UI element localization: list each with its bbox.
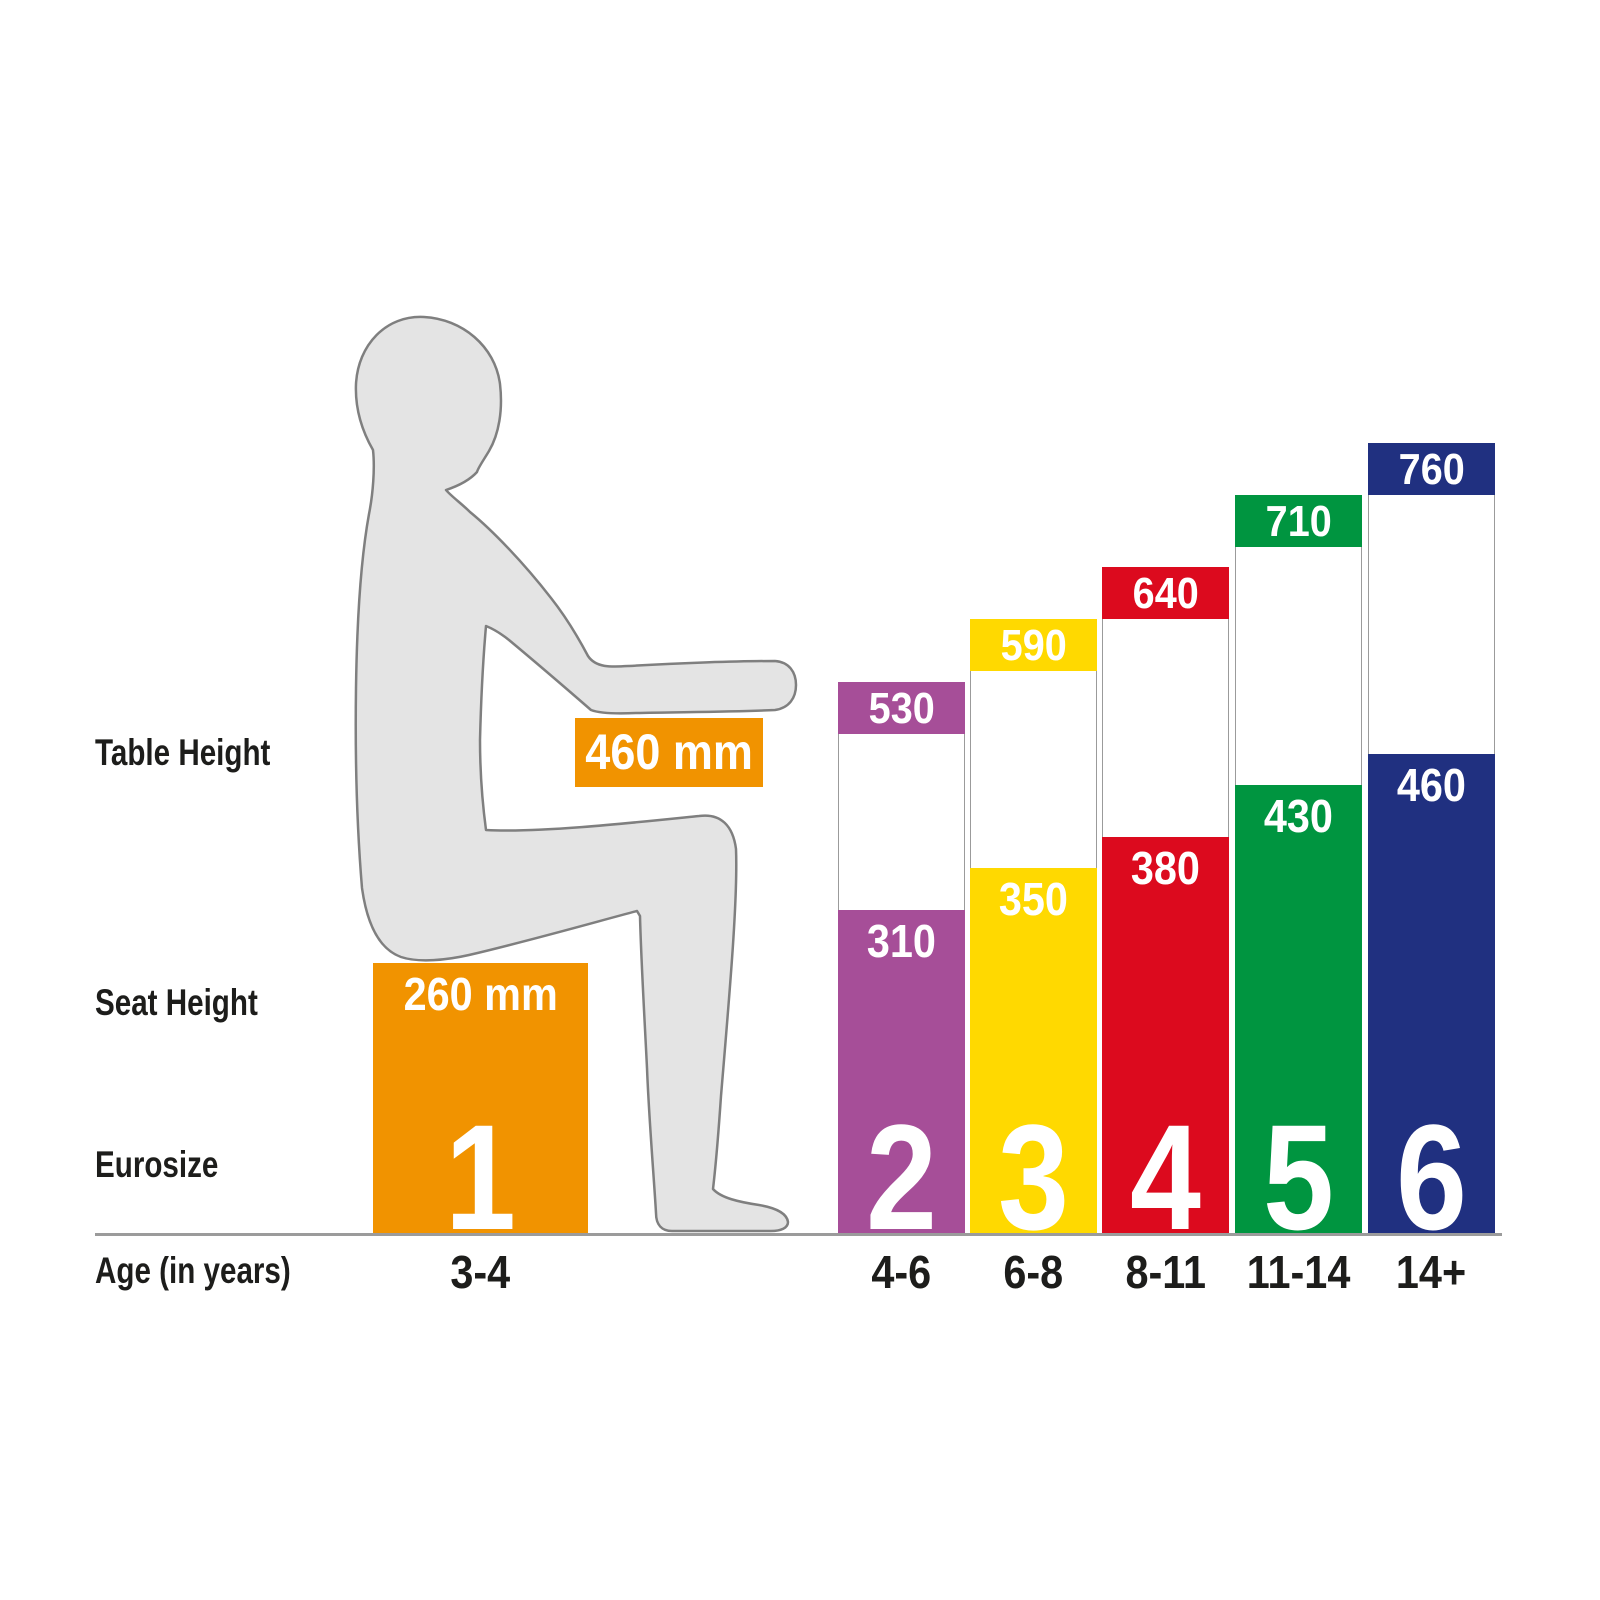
size-4-table-height-value: 640: [1102, 567, 1229, 619]
size-2-table-height-value: 530: [838, 682, 965, 734]
size-5-table-height-value: 710: [1235, 495, 1362, 547]
age-label-size-5: 11-14: [1246, 1246, 1351, 1298]
size-3-seat-block: 350 3: [970, 868, 1097, 1252]
size-5-column: 710 430 5: [1235, 495, 1362, 1252]
size-1-table-height-callout: 460 mm: [575, 718, 763, 787]
size-6-seat-block: 460 6: [1368, 754, 1495, 1252]
size-6-table-height-value: 760: [1368, 443, 1495, 495]
size-5-seat-block: 430 5: [1235, 785, 1362, 1252]
size-5-eurosize-number: 5: [1263, 1093, 1334, 1261]
size-4-eurosize-number: 4: [1130, 1093, 1201, 1261]
size-3-seat-height-value: 350: [998, 873, 1069, 925]
size-3-column: 590 350 3: [970, 619, 1097, 1252]
size-1-eurosize-number: 1: [445, 1093, 516, 1261]
size-4-seat-height-value: 380: [1130, 842, 1201, 894]
age-label-size-3: 6-8: [1003, 1246, 1064, 1298]
baseline: [95, 1233, 1502, 1236]
size-2-seat-height-value: 310: [866, 915, 937, 967]
size-1-seat-height-value: 260 mm: [403, 968, 558, 1020]
age-label-size-2: 4-6: [871, 1246, 932, 1298]
size-4-column: 640 380 4: [1102, 567, 1229, 1252]
age-label-size-1: 3-4: [450, 1246, 511, 1298]
eurosize-label: Eurosize: [95, 1144, 219, 1185]
size-6-seat-height-value: 460: [1396, 759, 1467, 811]
size-3-eurosize-number: 3: [998, 1093, 1069, 1261]
size-3-table-height-value: 590: [970, 619, 1097, 671]
size-1-seat-block: 260 mm 1: [373, 963, 588, 1252]
age-label-size-4: 8-11: [1125, 1246, 1206, 1298]
seat-height-label: Seat Height: [95, 982, 258, 1023]
size-6-column: 760 460 6: [1368, 443, 1495, 1252]
size-5-seat-height-value: 430: [1263, 790, 1334, 842]
size-2-seat-block: 310 2: [838, 910, 965, 1252]
size-2-eurosize-number: 2: [866, 1093, 937, 1261]
age-label-size-6: 14+: [1396, 1246, 1467, 1298]
age-axis-label: Age (in years): [95, 1250, 291, 1291]
size-2-column: 530 310 2: [838, 682, 965, 1252]
silhouette-shape: [354, 315, 798, 1233]
table-height-label: Table Height: [95, 732, 271, 773]
size-4-seat-block: 380 4: [1102, 837, 1229, 1252]
size-6-eurosize-number: 6: [1396, 1093, 1467, 1261]
